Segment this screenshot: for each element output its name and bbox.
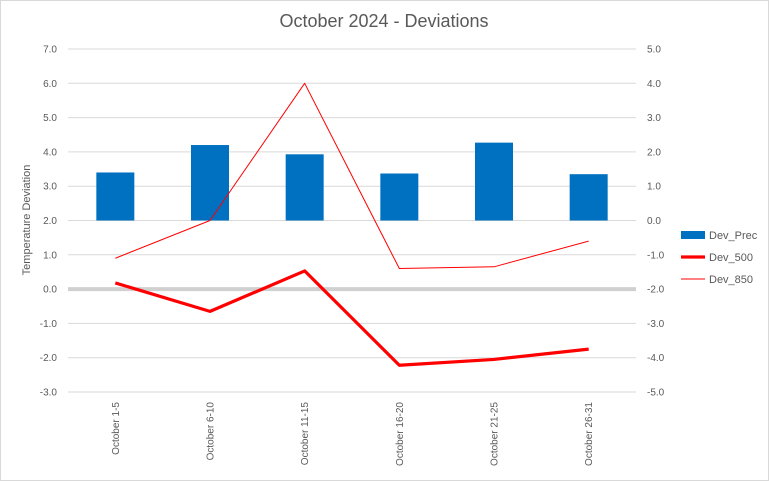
bar: [475, 142, 513, 221]
y2-tick-label: -1.0: [647, 250, 665, 261]
legend: Dev_Prec Dev_500 Dev_850: [681, 230, 758, 286]
y2-tick-label: -2.0: [647, 285, 665, 296]
y-tick-label: 6.0: [43, 79, 57, 90]
chart-title: October 2024 - Deviations: [279, 11, 488, 31]
y2-axis-ticks: 5.0 4.0 3.0 2.0 1.0 0.0 -1.0 -2.0 -3.0 -4.0 -5.0: [647, 45, 665, 399]
x-tick-label: October 26-31: [584, 402, 595, 466]
y2-tick-label: 3.0: [647, 113, 661, 124]
y-tick-label: 4.0: [43, 147, 57, 158]
bar: [285, 154, 324, 221]
y-tick-label: 7.0: [43, 45, 57, 56]
y-tick-label: 5.0: [43, 113, 57, 124]
series-line: [114, 269, 589, 367]
legend-label: Dev_Prec: [709, 230, 758, 242]
gridlines: [68, 48, 636, 393]
y2-tick-label: -5.0: [647, 388, 665, 399]
y-tick-label: 1.0: [43, 250, 57, 261]
y2-tick-label: -3.0: [647, 319, 665, 330]
y-tick-label: 3.0: [43, 182, 57, 193]
x-tick-label: October 16-20: [395, 402, 406, 466]
bar: [96, 172, 135, 221]
y-tick-label: -2.0: [40, 353, 58, 364]
bar: [191, 145, 229, 221]
y-axis-label: Temperature Deviation: [21, 165, 33, 276]
y-axis-ticks: 7.0 6.0 5.0 4.0 3.0 2.0 1.0 0.0 -1.0 -2.0 -3.0: [40, 45, 58, 399]
y2-tick-label: 5.0: [647, 45, 661, 56]
legend-swatch: [681, 231, 705, 239]
x-tick-label: October 11-15: [300, 402, 311, 466]
y2-tick-label: 4.0: [647, 79, 661, 90]
legend-label: Dev_500: [709, 252, 753, 264]
bar: [380, 173, 419, 221]
y2-tick-label: 2.0: [647, 147, 661, 158]
y-tick-label: -1.0: [40, 319, 58, 330]
x-tick-label: October 1-5: [111, 402, 122, 455]
y2-tick-label: 1.0: [647, 182, 661, 193]
y-tick-label: 2.0: [43, 216, 57, 227]
bar-series: [96, 142, 608, 221]
y2-tick-label: -4.0: [647, 353, 665, 364]
y-tick-label: -3.0: [40, 388, 58, 399]
x-tick-label: October 6-10: [206, 402, 217, 461]
y-tick-label: 0.0: [43, 285, 57, 296]
series-line: [115, 82, 589, 270]
bar: [569, 174, 608, 221]
x-tick-label: October 21-25: [490, 402, 501, 466]
y2-tick-label: 0.0: [647, 216, 661, 227]
x-axis-ticks: October 1-5 October 6-10 October 11-15 Octo…: [111, 402, 595, 466]
legend-label: Dev_850: [709, 274, 753, 286]
line-series: [114, 82, 589, 367]
